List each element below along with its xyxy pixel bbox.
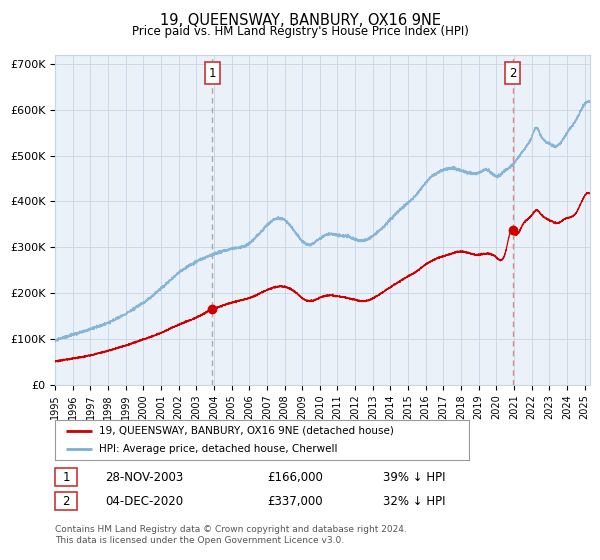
Text: £166,000: £166,000 bbox=[267, 470, 323, 484]
Text: £337,000: £337,000 bbox=[267, 494, 323, 508]
Text: 1: 1 bbox=[62, 470, 70, 484]
Text: 2: 2 bbox=[509, 67, 516, 80]
Text: 2: 2 bbox=[62, 494, 70, 508]
Text: 39% ↓ HPI: 39% ↓ HPI bbox=[383, 470, 445, 484]
Text: 04-DEC-2020: 04-DEC-2020 bbox=[105, 494, 183, 508]
Text: 19, QUEENSWAY, BANBURY, OX16 9NE (detached house): 19, QUEENSWAY, BANBURY, OX16 9NE (detach… bbox=[98, 426, 394, 436]
Text: Contains HM Land Registry data © Crown copyright and database right 2024.
This d: Contains HM Land Registry data © Crown c… bbox=[55, 525, 407, 545]
Text: 28-NOV-2003: 28-NOV-2003 bbox=[105, 470, 183, 484]
Text: Price paid vs. HM Land Registry's House Price Index (HPI): Price paid vs. HM Land Registry's House … bbox=[131, 25, 469, 38]
Text: 32% ↓ HPI: 32% ↓ HPI bbox=[383, 494, 445, 508]
Text: 19, QUEENSWAY, BANBURY, OX16 9NE: 19, QUEENSWAY, BANBURY, OX16 9NE bbox=[160, 13, 440, 29]
Text: 1: 1 bbox=[209, 67, 216, 80]
Text: HPI: Average price, detached house, Cherwell: HPI: Average price, detached house, Cher… bbox=[98, 445, 337, 454]
